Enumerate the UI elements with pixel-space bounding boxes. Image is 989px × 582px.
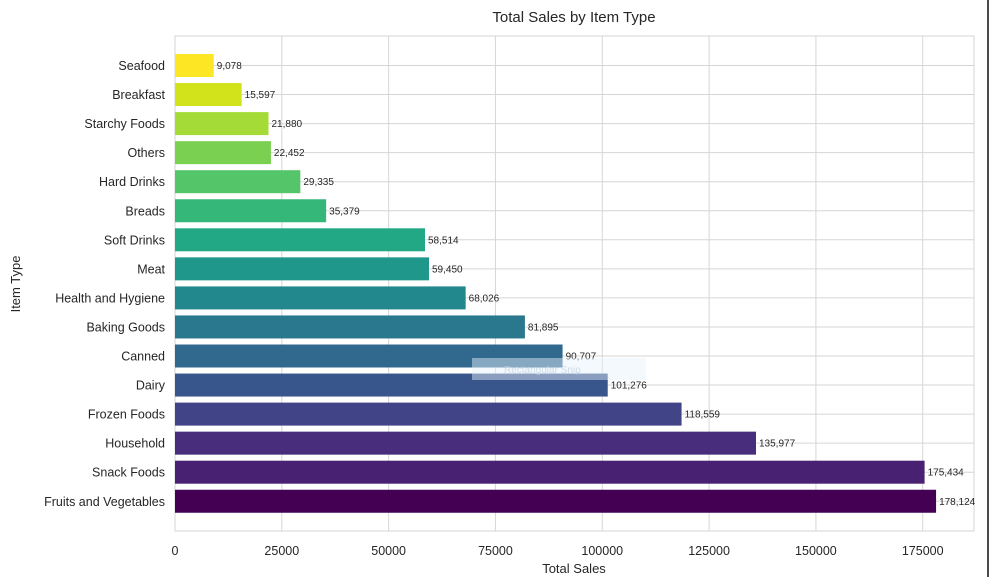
category-label: Breads (125, 204, 165, 218)
bar-value-label: 59,450 (432, 264, 463, 275)
bar (175, 286, 466, 310)
watermark-text: Rectangular Snip (504, 365, 581, 376)
chart-title: Total Sales by Item Type (492, 9, 655, 26)
bar (175, 54, 214, 77)
x-tick-label: 125000 (688, 544, 730, 558)
bar-value-label: 9,078 (217, 61, 242, 72)
bar-value-label: 22,452 (274, 148, 305, 159)
category-label: Meat (137, 262, 165, 276)
grid-lines (174, 35, 975, 532)
window-edge (987, 0, 989, 577)
bar-value-label: 35,379 (329, 206, 360, 217)
value-labels: 9,078 15,597 21,880 22,452 29,335 35,379 58,51… (217, 61, 976, 508)
bar-value-label: 29,335 (303, 177, 334, 188)
bar-value-label: 81,895 (528, 322, 559, 333)
bar (175, 489, 937, 513)
y-tick-labels: Seafood Breakfast Starchy Foods Others Hard … (44, 59, 166, 509)
category-label: Seafood (118, 59, 165, 73)
category-label: Dairy (136, 379, 166, 393)
bar (175, 141, 271, 165)
plot-area-border (174, 35, 975, 532)
category-label: Household (105, 437, 165, 451)
category-label: Fruits and Vegetables (44, 495, 165, 509)
bar-value-label: 68,026 (469, 293, 500, 304)
bar (175, 402, 682, 426)
category-label: Snack Foods (92, 466, 165, 480)
category-label: Health and Hygiene (55, 291, 165, 305)
x-tick-label: 25000 (264, 544, 299, 558)
category-label: Starchy Foods (84, 117, 165, 131)
x-tick-label: 100000 (581, 544, 623, 558)
snip-watermark: Rectangular Snip (472, 358, 646, 380)
bar-value-label: 58,514 (428, 235, 459, 246)
bar (175, 257, 430, 281)
y-axis-label: Item Type (8, 256, 23, 313)
category-label: Hard Drinks (99, 175, 165, 189)
bar (175, 460, 925, 484)
category-label: Breakfast (112, 88, 165, 102)
bar-value-label: 101,276 (611, 381, 648, 392)
x-axis-label: Total Sales (542, 561, 606, 576)
bar-value-label: 118,559 (685, 410, 721, 421)
bar-value-label: 21,880 (271, 119, 302, 130)
bar (175, 431, 756, 455)
x-tick-label: 0 (172, 544, 179, 558)
category-label: Baking Goods (86, 320, 165, 334)
bar (175, 315, 525, 339)
bar-value-label: 175,434 (928, 468, 965, 479)
bar-value-label: 135,977 (759, 439, 796, 450)
bar-value-label: 15,597 (245, 90, 276, 101)
bar-value-label: 178,124 (939, 497, 976, 508)
x-tick-label: 150000 (795, 544, 837, 558)
bars (175, 54, 937, 513)
bar (175, 228, 426, 252)
bar (175, 170, 301, 194)
x-tick-label: 50000 (371, 544, 406, 558)
x-tick-label: 175000 (902, 544, 944, 558)
category-label: Soft Drinks (104, 233, 165, 247)
category-label: Canned (121, 350, 165, 364)
bar (175, 83, 242, 107)
bar (175, 344, 563, 368)
bar (175, 373, 608, 397)
bar (175, 199, 327, 223)
x-tick-label: 75000 (478, 544, 513, 558)
category-label: Others (127, 146, 165, 160)
category-label: Frozen Foods (88, 408, 165, 422)
watermark-box (472, 358, 646, 380)
x-tick-labels: 0 25000 50000 75000 100000 125000 150000 175000 (172, 544, 944, 558)
bar-value-label: 90,707 (566, 352, 597, 363)
bar (175, 112, 269, 136)
